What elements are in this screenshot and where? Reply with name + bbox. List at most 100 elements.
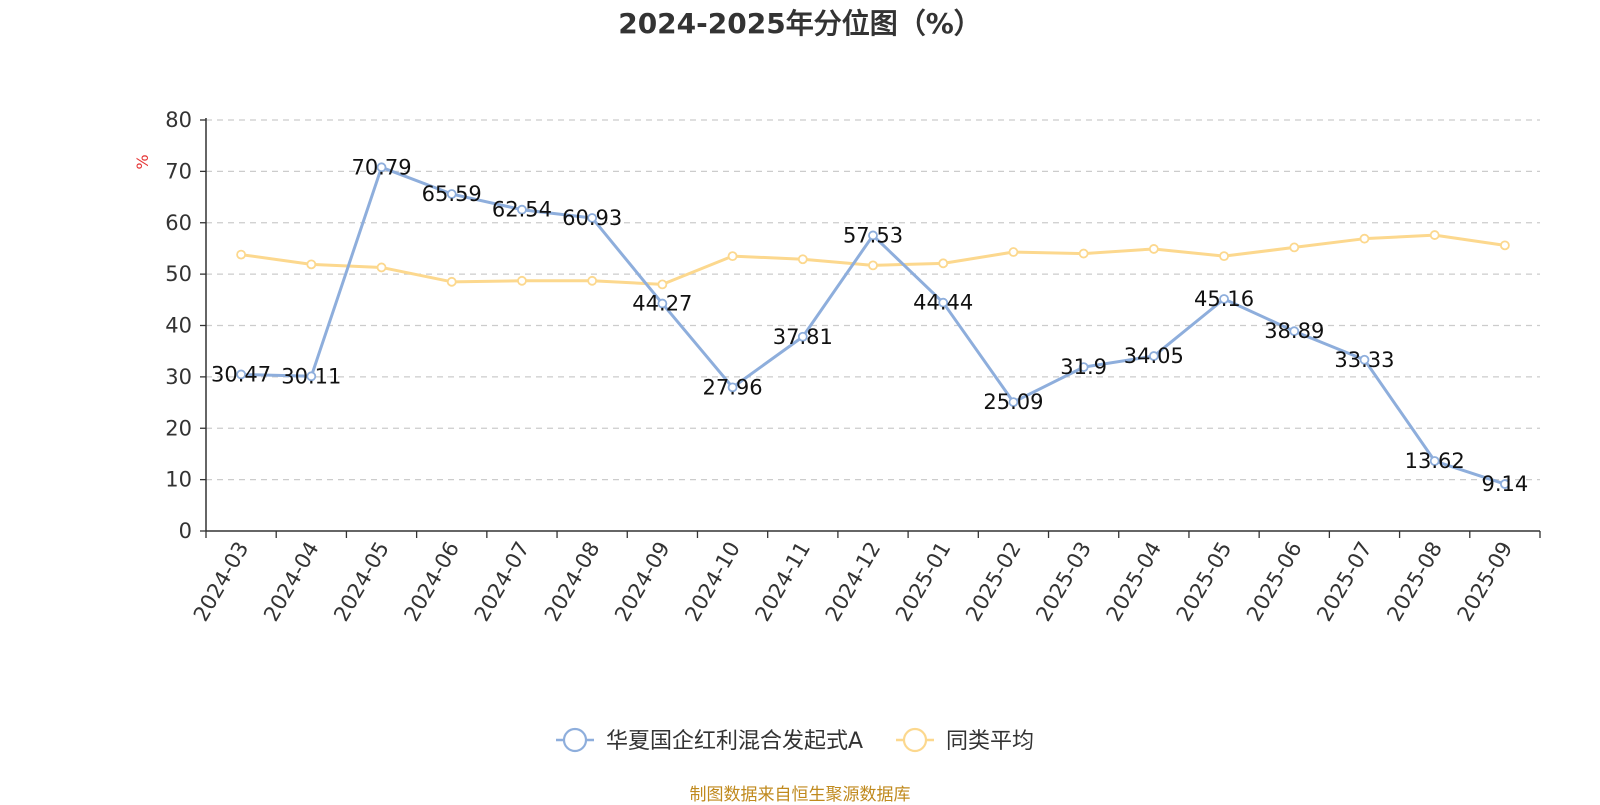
data-label: 25.09: [983, 390, 1043, 414]
data-label: 44.27: [632, 292, 692, 316]
x-tick-label: 2025-03: [1031, 538, 1096, 626]
data-label: 34.05: [1124, 344, 1184, 368]
gridlines: [206, 119, 1540, 481]
data-point[interactable]: [1078, 248, 1089, 259]
x-tick-label: 2024-08: [540, 538, 605, 626]
data-source-note: 制图数据来自恒生聚源数据库: [689, 785, 911, 805]
data-point[interactable]: [236, 369, 247, 380]
data-point[interactable]: [1359, 354, 1370, 365]
data-point[interactable]: [1499, 240, 1510, 251]
data-label: 33.33: [1334, 348, 1394, 372]
data-point[interactable]: [1008, 397, 1019, 408]
data-point[interactable]: [1499, 479, 1510, 489]
legend-item[interactable]: 华夏国企红利混合发起式A: [556, 727, 863, 754]
data-point[interactable]: [306, 371, 317, 382]
data-point[interactable]: [727, 382, 738, 393]
y-axis-label: %: [133, 154, 152, 169]
data-point[interactable]: [1008, 247, 1019, 257]
legend-marker-icon: [902, 727, 928, 753]
data-point[interactable]: [1359, 233, 1370, 244]
y-tick-label: 50: [165, 262, 192, 286]
data-label: 62.54: [492, 198, 552, 222]
legend-label: 华夏国企红利混合发起式A: [606, 729, 863, 754]
data-label: 27.96: [703, 375, 763, 399]
data-label: 30.47: [211, 362, 271, 386]
data-label: 31.9: [1060, 355, 1107, 379]
data-point[interactable]: [1289, 326, 1300, 337]
data-label: 65.59: [422, 182, 482, 206]
data-point[interactable]: [868, 260, 878, 271]
data-point[interactable]: [1429, 230, 1440, 240]
data-point[interactable]: [727, 251, 738, 262]
data-point[interactable]: [797, 254, 808, 265]
x-tick-label: 2024-04: [259, 538, 324, 626]
data-point[interactable]: [1148, 244, 1159, 254]
data-label: 9.14: [1482, 472, 1529, 496]
data-point[interactable]: [938, 258, 949, 269]
data-point[interactable]: [376, 262, 387, 273]
legend-label: 同类平均: [946, 729, 1034, 754]
data-point[interactable]: [376, 162, 387, 173]
data-point[interactable]: [868, 230, 878, 241]
data-label: 44.44: [913, 291, 973, 315]
series-lines: [236, 162, 1510, 489]
y-tick-label: 70: [165, 159, 192, 183]
x-tick-label: 2024-06: [399, 538, 464, 626]
y-tick-label: 0: [179, 519, 192, 543]
data-label: 37.81: [773, 325, 833, 349]
data-point[interactable]: [1219, 251, 1229, 262]
data-label: 30.11: [281, 364, 341, 388]
data-point[interactable]: [1148, 351, 1159, 361]
data-point[interactable]: [306, 259, 317, 270]
x-tick-label: 2024-11: [750, 538, 815, 626]
data-point[interactable]: [1219, 294, 1229, 304]
legend-item[interactable]: 同类平均: [896, 727, 1034, 754]
y-tick-label: 10: [165, 468, 192, 492]
legend-marker-icon: [562, 727, 588, 753]
x-tick-label: 2025-07: [1312, 538, 1377, 626]
data-point[interactable]: [797, 331, 808, 342]
x-tick-label: 2025-04: [1102, 538, 1167, 626]
y-tick-label: 20: [165, 416, 192, 440]
data-point[interactable]: [587, 213, 598, 223]
data-point[interactable]: [517, 275, 527, 286]
chart-title: 2024-2025年分位图（%）: [618, 7, 982, 40]
legend[interactable]: 华夏国企红利混合发起式A 同类平均: [556, 727, 1034, 754]
x-tick-label: 2025-06: [1242, 538, 1307, 626]
y-tick-label: 40: [165, 314, 192, 338]
x-tick-label: 2025-05: [1172, 538, 1237, 626]
data-label: 57.53: [843, 223, 903, 247]
x-tick-label: 2024-12: [821, 538, 886, 626]
data-label: 70.79: [351, 155, 411, 179]
data-point[interactable]: [1078, 362, 1089, 373]
data-label: 60.93: [562, 206, 622, 230]
data-point[interactable]: [657, 298, 668, 309]
data-label: 45.16: [1194, 287, 1254, 311]
x-tick-label: 2025-01: [891, 538, 956, 626]
y-tick-label: 60: [165, 211, 192, 235]
data-point[interactable]: [446, 189, 457, 199]
y-tick-label: 80: [165, 108, 192, 132]
data-point[interactable]: [446, 276, 457, 287]
data-point[interactable]: [517, 204, 527, 215]
data-label: 13.62: [1405, 449, 1465, 473]
x-tick-label: 2025-02: [961, 538, 1026, 626]
data-labels: 30.47 30.11 70.79 65.59 62.54 60.93 44.27 27.96…: [211, 155, 1528, 496]
data-label: 38.89: [1264, 319, 1324, 343]
data-point[interactable]: [1289, 242, 1300, 253]
x-tick-label: 2024-07: [470, 538, 535, 626]
x-tick-label: 2024-03: [189, 538, 254, 626]
data-point[interactable]: [1429, 456, 1440, 466]
x-tick-label: 2025-08: [1382, 538, 1447, 626]
y-tick-label: 30: [165, 365, 192, 389]
x-tick-label: 2025-09: [1453, 538, 1518, 626]
x-tick-label: 2024-05: [329, 538, 394, 626]
data-point[interactable]: [587, 275, 598, 286]
data-point[interactable]: [938, 297, 949, 308]
x-tick-label: 2024-10: [680, 538, 745, 626]
x-tick-label: 2024-09: [610, 538, 675, 626]
data-point[interactable]: [657, 279, 668, 290]
data-point[interactable]: [236, 249, 247, 260]
